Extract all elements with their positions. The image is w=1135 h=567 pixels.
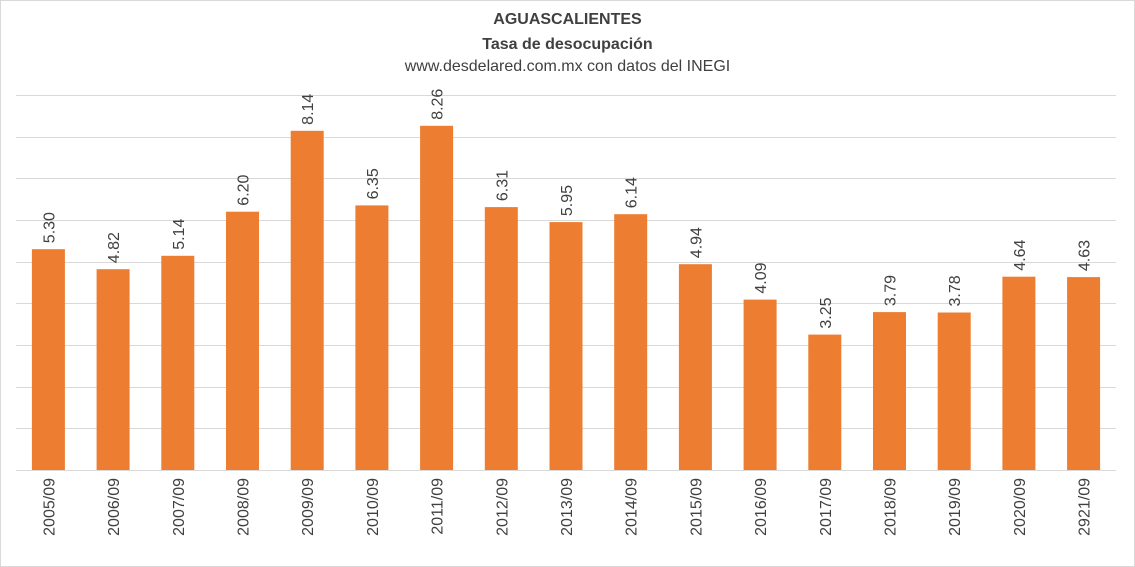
bar-2014/09: [614, 214, 648, 470]
data-label: 4.82: [106, 232, 123, 263]
data-label: 5.30: [41, 212, 58, 243]
x-tick-label: 2019/09: [947, 478, 964, 536]
bar-2011/09: [420, 125, 454, 471]
x-tick-label: 2005/09: [41, 478, 58, 536]
chart-source: www.desdelared.com.mx con datos del INEG…: [404, 58, 731, 75]
x-tick-label: 2020/09: [1012, 478, 1029, 536]
bar-2017/09: [808, 334, 842, 470]
x-tick-label: 2009/09: [300, 478, 317, 536]
bar-2018/09: [873, 312, 906, 470]
x-tick-label: 2010/09: [365, 478, 382, 536]
bar-2015/09: [678, 264, 712, 470]
x-tick-label: 2006/09: [106, 478, 123, 536]
x-tick-label: 2013/09: [559, 478, 576, 536]
bar-2009/09: [290, 130, 324, 471]
data-label: 5.95: [559, 185, 576, 216]
bar-2006/09: [96, 269, 130, 470]
bar-2008/09: [226, 211, 259, 470]
data-label: 5.14: [171, 219, 188, 250]
bar-2010/09: [355, 205, 389, 470]
data-label: 8.26: [430, 89, 447, 120]
chart-title: AGUASCALIENTES: [493, 11, 642, 28]
bars: [31, 125, 1101, 471]
bar-2921/09: [1067, 277, 1101, 470]
x-tick-label: 2008/09: [236, 478, 253, 536]
chart-subtitle: Tasa de desocupación: [482, 36, 653, 53]
x-tick-label: 2012/09: [494, 478, 511, 536]
bar-2007/09: [161, 255, 195, 470]
x-tick-label: 2011/09: [430, 478, 447, 535]
data-label: 3.25: [818, 297, 835, 328]
bar-2019/09: [937, 312, 971, 470]
data-label: 4.64: [1012, 239, 1029, 270]
bar-2005/09: [31, 249, 65, 470]
data-label: 3.78: [947, 275, 964, 306]
data-label: 6.14: [624, 177, 641, 208]
bar-2020/09: [1002, 276, 1036, 470]
bar-2012/09: [484, 207, 518, 470]
data-label: 6.35: [365, 168, 382, 199]
data-label: 4.09: [753, 262, 770, 293]
data-label: 6.20: [236, 174, 253, 205]
data-labels: 5.30 4.82 5.14 6.20 8.14 6.35 8.26 6.31 5.95 6.14…: [41, 89, 1093, 329]
x-tick-label: 2016/09: [753, 478, 770, 536]
x-tick-label: 2921/09: [1077, 478, 1094, 536]
x-tick-label: 2007/09: [171, 478, 188, 536]
bar-2016/09: [743, 299, 777, 470]
x-tick-label: 2015/09: [688, 478, 705, 536]
x-tick-labels: 2005/09 2006/09 2007/09 2008/09 2009/09 2010/…: [41, 478, 1093, 536]
data-label: 6.31: [494, 170, 511, 201]
bar-2013/09: [549, 222, 583, 470]
x-tick-label: 2014/09: [624, 478, 641, 536]
data-label: 4.94: [688, 227, 705, 258]
data-label: 4.63: [1077, 240, 1094, 271]
x-tick-label: 2018/09: [883, 478, 900, 536]
x-tick-label: 2017/09: [818, 478, 835, 536]
data-label: 8.14: [300, 94, 317, 125]
data-label: 3.79: [883, 275, 900, 306]
